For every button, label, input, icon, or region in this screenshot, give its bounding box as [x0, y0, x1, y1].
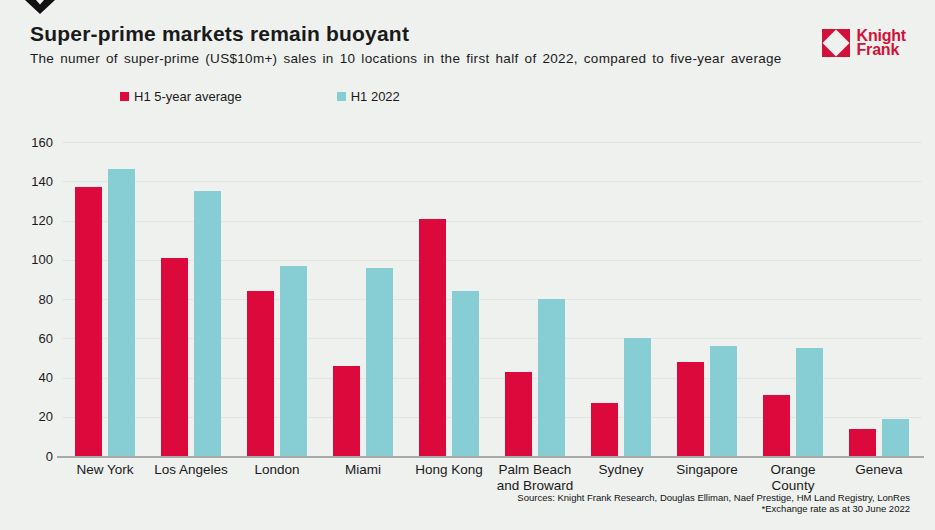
x-category-label: Palm Beach and Broward: [492, 462, 578, 494]
page-title: Super-prime markets remain buoyant: [30, 22, 409, 46]
exchange-rate-note: *Exchange rate as at 30 June 2022: [517, 503, 910, 514]
x-category-label: Singapore: [664, 462, 750, 494]
chart-legend: H1 5-year average H1 2022: [120, 89, 400, 104]
bar-5yr-average: [247, 291, 274, 456]
bar-5yr-average: [677, 362, 704, 456]
logo-word-frank: Frank: [857, 43, 906, 57]
y-tick-label-20: 20: [0, 409, 53, 424]
bar-h1-2022: [194, 191, 221, 456]
bar-h1-2022: [108, 169, 135, 456]
x-axis-labels: New YorkLos AngelesLondonMiamiHong KongP…: [62, 462, 922, 494]
y-tick-label-60: 60: [0, 331, 53, 346]
bar-5yr-average: [505, 372, 532, 456]
bar-5yr-average: [419, 219, 446, 456]
plot-area: [62, 142, 922, 456]
bar-group: [750, 142, 836, 456]
bar-group: [234, 142, 320, 456]
x-category-label: London: [234, 462, 320, 494]
x-category-label: Geneva: [836, 462, 922, 494]
knight-frank-logo-icon: [822, 29, 850, 57]
y-tick-label-120: 120: [0, 213, 53, 228]
bar-group: [664, 142, 750, 456]
bar-group: [836, 142, 922, 456]
bar-h1-2022: [366, 268, 393, 456]
down-arrow-icon: [25, 0, 55, 15]
bar-5yr-average: [763, 395, 790, 456]
bar-h1-2022: [710, 346, 737, 456]
y-tick-label-0: 0: [0, 449, 53, 464]
y-axis-labels: 020406080100120140160: [0, 142, 53, 456]
bar-h1-2022: [624, 338, 651, 456]
y-tick-label-160: 160: [0, 135, 53, 150]
x-category-label: New York: [62, 462, 148, 494]
bar-h1-2022: [538, 299, 565, 456]
legend-item-5yr-average: H1 5-year average: [120, 89, 242, 104]
bar-5yr-average: [333, 366, 360, 456]
y-tick-label-80: 80: [0, 292, 53, 307]
legend-swatch-blue: [337, 92, 346, 101]
legend-swatch-red: [120, 92, 129, 101]
knight-frank-logo: Knight Frank: [822, 29, 906, 57]
bar-group: [406, 142, 492, 456]
bar-5yr-average: [75, 187, 102, 456]
bar-group: [148, 142, 234, 456]
bar-5yr-average: [591, 403, 618, 456]
x-axis-line: [57, 456, 924, 458]
legend-label: H1 2022: [351, 89, 400, 104]
knight-frank-logo-text: Knight Frank: [857, 29, 906, 57]
y-tick-label-40: 40: [0, 370, 53, 385]
bar-5yr-average: [849, 429, 876, 456]
bar-group: [62, 142, 148, 456]
bar-group: [492, 142, 578, 456]
y-tick-label-100: 100: [0, 252, 53, 267]
y-tick-label-140: 140: [0, 174, 53, 189]
x-category-label: Orange County: [750, 462, 836, 494]
bar-h1-2022: [796, 348, 823, 456]
bar-h1-2022: [452, 291, 479, 456]
sources-line: Sources: Knight Frank Research, Douglas …: [517, 492, 910, 503]
legend-item-h1-2022: H1 2022: [337, 89, 400, 104]
x-category-label: Hong Kong: [406, 462, 492, 494]
legend-label: H1 5-year average: [134, 89, 242, 104]
bar-h1-2022: [882, 419, 909, 456]
x-category-label: Los Angeles: [148, 462, 234, 494]
source-note: Sources: Knight Frank Research, Douglas …: [517, 492, 910, 514]
bar-group: [320, 142, 406, 456]
bar-group: [578, 142, 664, 456]
bar-h1-2022: [280, 266, 307, 456]
x-category-label: Sydney: [578, 462, 664, 494]
bar-5yr-average: [161, 258, 188, 456]
bar-groups: [62, 142, 922, 456]
x-category-label: Miami: [320, 462, 406, 494]
page-subtitle: The numer of super-prime (US$10m+) sales…: [30, 51, 782, 66]
